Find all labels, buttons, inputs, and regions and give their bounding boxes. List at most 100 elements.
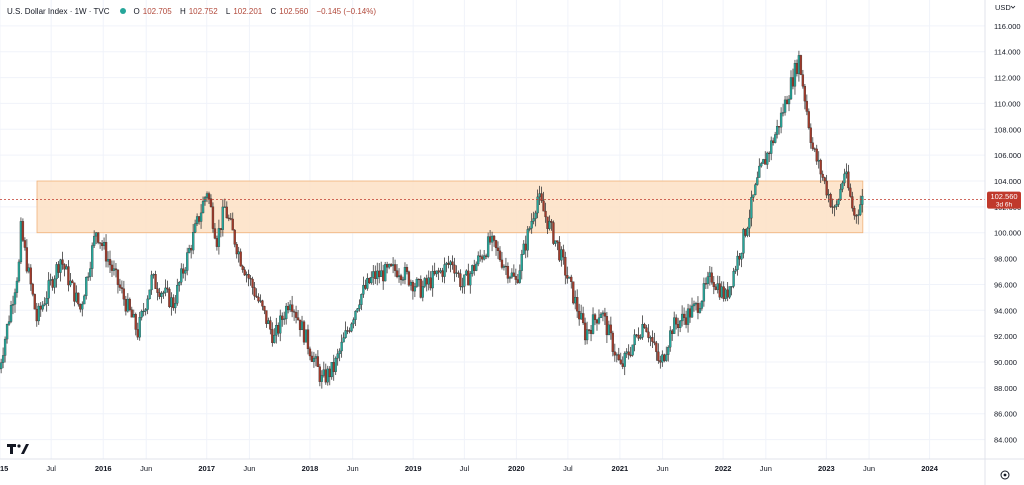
candle-down: [257, 296, 260, 302]
candle-up: [17, 261, 21, 282]
candle-down: [79, 303, 82, 310]
candle-up: [354, 311, 357, 320]
candle-down: [576, 297, 579, 312]
candle-down: [247, 274, 250, 279]
price-tick-label: 110.000: [994, 99, 1021, 108]
candle-up: [568, 276, 571, 279]
candle-up: [162, 292, 165, 294]
candle-up: [65, 266, 68, 270]
candle-up: [401, 279, 405, 281]
candle-down: [819, 159, 822, 175]
candle-down: [61, 259, 64, 265]
candle-down: [71, 280, 74, 284]
candle-down: [540, 193, 543, 201]
candle-down: [825, 180, 828, 196]
price-tick-label: 84.000: [994, 436, 1017, 445]
currency-button[interactable]: USD: [995, 3, 1011, 12]
candle-down: [207, 193, 211, 199]
candle-down: [671, 330, 674, 334]
candle-down: [682, 313, 686, 318]
price-tick-label: 100.000: [994, 229, 1021, 238]
candle-up: [49, 279, 52, 281]
candle-down: [308, 348, 312, 357]
candle-down: [399, 275, 403, 280]
candle-up: [387, 264, 391, 268]
candle-down: [31, 283, 34, 295]
candle-down: [168, 288, 171, 308]
candle-up: [275, 324, 278, 336]
candle-down: [134, 314, 137, 330]
candle-down: [249, 278, 252, 280]
candle-down: [514, 276, 517, 280]
candle-up: [201, 201, 205, 214]
candle-up: [69, 280, 72, 286]
time-tick-label: Jun: [347, 464, 359, 473]
candle-down: [657, 351, 660, 361]
candle-up: [403, 267, 407, 280]
candle-down: [136, 329, 139, 338]
candle-down: [524, 243, 527, 251]
candle-up: [461, 286, 464, 288]
candle-up: [146, 298, 149, 310]
time-axis[interactable]: 2015 Jul 2016 Jun 2017 Jun 2018 Jun 2019 Jul 2020 J…: [0, 458, 1024, 473]
candle-down: [479, 255, 482, 257]
candle-down: [726, 289, 729, 298]
time-tick-label: Jul: [46, 464, 56, 473]
candle-up: [762, 159, 765, 164]
tradingview-logo-icon[interactable]: [7, 443, 29, 455]
candle-down: [663, 354, 666, 361]
candle-up: [195, 216, 199, 224]
change-value: −0.145 (−0.14%): [316, 6, 377, 16]
candle-down: [77, 292, 80, 305]
candle-up: [686, 308, 690, 325]
candle-up: [180, 268, 183, 283]
candle-up: [176, 285, 179, 304]
gear-icon[interactable]: [1000, 470, 1010, 480]
candle-up: [641, 324, 644, 338]
candle-down: [603, 312, 607, 317]
candle-down: [213, 228, 217, 239]
candle-up: [859, 204, 862, 215]
candle-up: [742, 229, 745, 254]
candle-up: [93, 235, 96, 246]
price-tick-label: 108.000: [994, 125, 1021, 134]
time-tick-label: Jun: [243, 464, 255, 473]
candle-down: [481, 256, 484, 260]
candle-up: [477, 255, 480, 265]
candle-down: [855, 215, 858, 217]
price-axis[interactable]: 84.000 86.000 88.000 90.000 92.000 94.000 96.0…: [984, 0, 1021, 485]
candle-up: [730, 286, 733, 288]
candle-down: [795, 63, 799, 74]
candle-down: [306, 329, 310, 350]
candle-up: [193, 223, 197, 233]
symbol-title[interactable]: U.S. Dollar Index · 1W · TVC: [7, 6, 110, 16]
candle-up: [330, 362, 333, 378]
candle-up: [439, 270, 442, 273]
candle-up: [746, 228, 749, 236]
candle-up: [221, 206, 224, 230]
candle-up: [463, 274, 466, 287]
candle-up: [841, 182, 844, 190]
supply-demand-zone[interactable]: [36, 180, 864, 234]
candle-down: [635, 334, 638, 336]
candle-down: [813, 148, 816, 150]
low-value: 102.201: [233, 6, 263, 16]
candle-down: [411, 281, 415, 292]
candle-up: [150, 274, 153, 291]
candle-down: [583, 322, 587, 341]
candle-up: [366, 277, 369, 289]
candle-up: [85, 277, 88, 297]
candle-up: [720, 286, 723, 298]
candle-down: [265, 310, 268, 324]
candle-down: [386, 264, 389, 268]
candle-up: [770, 140, 773, 154]
candle-down: [542, 200, 545, 212]
price-tick-label: 114.000: [994, 48, 1021, 57]
last-price-value: 102.560: [990, 192, 1017, 201]
close-value: 102.560: [279, 6, 309, 16]
time-tick-label: 2023: [818, 464, 835, 473]
candle-up: [534, 212, 537, 219]
candle-up: [724, 289, 727, 299]
candle-down: [374, 271, 377, 279]
